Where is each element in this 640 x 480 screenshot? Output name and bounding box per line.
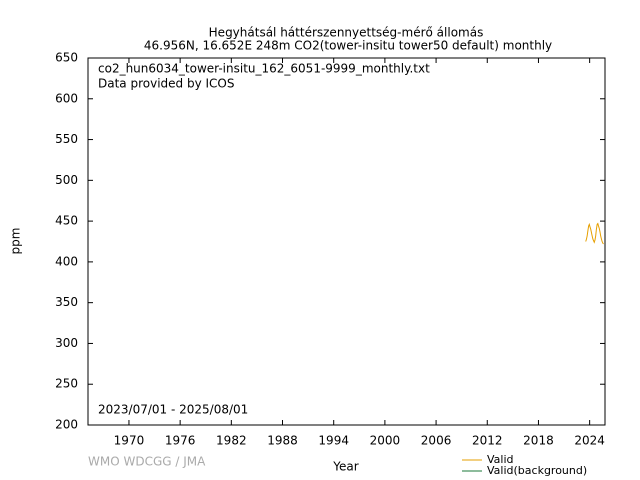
x-tick-label: 2006: [421, 434, 452, 448]
y-axis-label: ppm: [9, 228, 23, 255]
x-tick-label: 2018: [523, 434, 554, 448]
y-tick-label: 400: [55, 254, 78, 268]
y-tick-label: 200: [55, 418, 78, 432]
y-tick-label: 500: [55, 173, 78, 187]
y-tick-label: 650: [55, 51, 78, 65]
x-tick-label: 2012: [472, 434, 503, 448]
x-tick-label: 2000: [370, 434, 401, 448]
data-line: [585, 222, 604, 245]
y-tick-label: 350: [55, 295, 78, 309]
x-tick-label: 2024: [574, 434, 605, 448]
x-tick-label: 1976: [165, 434, 196, 448]
x-tick-label: 1994: [318, 434, 349, 448]
chart-title: Hegyhátsál háttérszennyettség-mérő állom…: [209, 26, 484, 40]
legend-label: Valid(background): [487, 464, 587, 477]
y-tick-label: 450: [55, 214, 78, 228]
plot-frame: [87, 57, 606, 426]
y-tick-label: 600: [55, 91, 78, 105]
y-tick-label: 250: [55, 377, 78, 391]
annotation: Data provided by ICOS: [98, 77, 234, 91]
annotation: 2023/07/01 - 2025/08/01: [98, 403, 248, 417]
annotation: co2_hun6034_tower-insitu_162_6051-9999_m…: [98, 62, 430, 76]
x-tick-label: 1970: [114, 434, 145, 448]
y-tick-label: 550: [55, 132, 78, 146]
chart-subtitle: 46.956N, 16.652E 248m CO2(tower-insitu t…: [144, 39, 552, 53]
x-axis-label: Year: [332, 460, 358, 474]
x-tick-label: 1988: [267, 434, 298, 448]
credit: WMO WDCGG / JMA: [88, 455, 206, 469]
legend-label: Valid: [487, 453, 514, 466]
y-tick-label: 300: [55, 336, 78, 350]
x-tick-label: 1982: [216, 434, 247, 448]
